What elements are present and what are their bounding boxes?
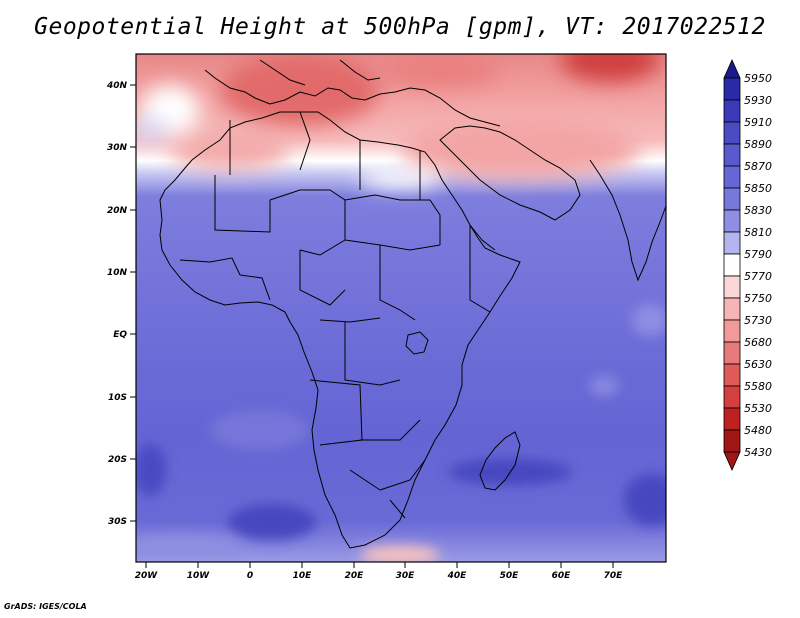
- lat-tick-label: 40N: [106, 81, 128, 91]
- coastlines: [159, 59, 666, 549]
- colorbar-swatch: [723, 165, 741, 189]
- colorbar-swatch: [723, 209, 741, 233]
- colorbar-level-label: 5870: [744, 160, 772, 173]
- colorbar-level-label: 5530: [744, 402, 772, 415]
- lat-tick-label: EQ: [113, 330, 127, 340]
- lon-tick-label: 20E: [345, 571, 365, 581]
- colorbar-swatch: [723, 143, 741, 167]
- colorbar-level-label: 5730: [744, 314, 772, 327]
- colorbar: 5950 5930 5910 5890 5870 5850 5830 5810 5790 5770…: [723, 59, 772, 471]
- colorbar-level-label: 5850: [744, 182, 772, 195]
- lon-tick-label: 50E: [500, 571, 520, 581]
- colorbar-swatch: [723, 363, 741, 387]
- colorbar-swatch: [723, 275, 741, 299]
- colorbar-swatch: [723, 341, 741, 365]
- lon-tick-label: 70E: [604, 571, 624, 581]
- colorbar-level-label: 5750: [744, 292, 772, 305]
- lon-tick-label: 60E: [552, 571, 572, 581]
- colorbar-level-label: 5770: [744, 270, 772, 283]
- colorbar-swatch: [723, 231, 741, 255]
- colorbar-level-label: 5630: [744, 358, 772, 371]
- colorbar-level-label: 5810: [744, 226, 772, 239]
- lat-tick-label: 10N: [107, 268, 128, 278]
- colorbar-swatch: [723, 77, 741, 101]
- colorbar-swatch: [723, 407, 741, 431]
- colorbar-swatch: [723, 253, 741, 277]
- colorbar-level-label: 5430: [744, 446, 772, 459]
- colorbar-bottom-arrow: [723, 451, 741, 471]
- lon-tick-label: 20W: [135, 571, 159, 581]
- lat-tick-label: 30S: [108, 517, 127, 527]
- colorbar-level-label: 5910: [744, 116, 772, 129]
- lat-tick-label: 20N: [107, 206, 128, 216]
- map-title: Geopotential Height at 500hPa [gpm], VT:…: [34, 14, 766, 40]
- lon-tick-label: 30E: [396, 571, 416, 581]
- lon-tick-label: 0: [247, 571, 253, 581]
- lon-tick-label: 10E: [293, 571, 313, 581]
- colorbar-swatch: [723, 385, 741, 409]
- colorbar-level-label: 5930: [744, 94, 772, 107]
- colorbar-swatch: [723, 121, 741, 145]
- colorbar-swatch: [723, 99, 741, 123]
- colorbar-level-label: 5890: [744, 138, 772, 151]
- colorbar-top-arrow: [723, 59, 741, 79]
- colorbar-level-label: 5680: [744, 336, 772, 349]
- plot-frame: [135, 53, 667, 563]
- lon-tick-label: 10W: [187, 571, 211, 581]
- colorbar-level-label: 5790: [744, 248, 772, 261]
- lat-tick-label: 20S: [108, 455, 127, 465]
- lat-axis: 40N 30N 20N 10N EQ 10S 20S 30S: [106, 81, 136, 527]
- colorbar-swatch: [723, 319, 741, 343]
- colorbar-level-label: 5480: [744, 424, 772, 437]
- colorbar-swatch: [723, 429, 741, 453]
- colorbar-level-label: 5580: [744, 380, 772, 393]
- lat-tick-label: 30N: [107, 143, 128, 153]
- lon-axis: 20W 10W 0 10E 20E 30E 40E 50E 60E 70E: [135, 562, 623, 581]
- lon-tick-label: 40E: [447, 571, 468, 581]
- colorbar-swatch: [723, 187, 741, 211]
- lat-tick-label: 10S: [108, 393, 127, 403]
- colorbar-level-label: 5830: [744, 204, 772, 217]
- height-field: [136, 54, 666, 562]
- colorbar-swatch: [723, 297, 741, 321]
- credit-text: GrADS: IGES/COLA: [4, 602, 87, 611]
- colorbar-level-label: 5950: [744, 72, 772, 85]
